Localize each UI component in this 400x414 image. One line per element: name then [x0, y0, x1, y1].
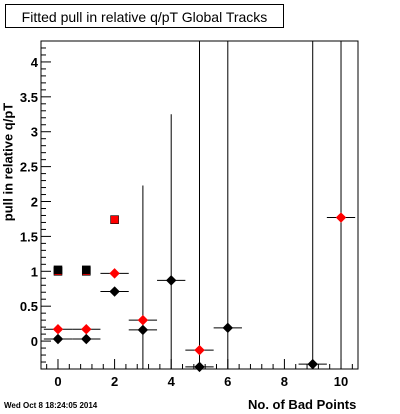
x-tick-labels: 0 2 4 6 8 10 — [54, 374, 348, 389]
axis-ticks — [41, 40, 353, 370]
chart-title: Fitted pull in relative q/pT Global Trac… — [21, 9, 268, 25]
y-tick-label: 4 — [31, 55, 39, 70]
x-tick-label: 8 — [281, 374, 288, 389]
y-tick-label: 0 — [31, 334, 38, 349]
data-point-square — [110, 215, 119, 224]
chart-title-box: Fitted pull in relative q/pT Global Trac… — [5, 4, 284, 28]
y-axis-label: pull in relative q/pT — [0, 102, 16, 222]
y-tick-label: 0.5 — [20, 299, 38, 314]
y-tick-labels: 0 0.5 1 1.5 2 2.5 3 3.5 4 — [20, 55, 39, 349]
y-tick-label: 1 — [31, 264, 38, 279]
data-point-diamond — [81, 333, 92, 345]
timestamp: Wed Oct 8 18:24:05 2014 — [4, 401, 98, 410]
x-tick-label: 4 — [168, 374, 176, 389]
data-point-diamond — [222, 322, 234, 334]
data-point-diamond — [137, 324, 149, 336]
data-point-diamond — [52, 324, 64, 335]
x-tick-label: 6 — [224, 374, 231, 389]
y-tick-label: 2.5 — [20, 160, 38, 175]
y-tick-label: 1.5 — [20, 229, 38, 244]
data-point-square — [81, 265, 91, 275]
x-tick-label: 2 — [111, 374, 118, 389]
y-tick-label: 3.5 — [20, 90, 38, 105]
data-point-diamond — [109, 286, 120, 297]
data-point-diamond — [335, 212, 347, 223]
data-point-diamond — [52, 333, 64, 345]
x-axis-label: No. of Bad Points — [248, 397, 357, 412]
data-point-diamond — [194, 344, 205, 356]
data-point-diamond — [137, 314, 149, 326]
error-bars — [43, 41, 356, 369]
data-markers — [52, 212, 347, 373]
plot-frame — [40, 40, 359, 370]
y-tick-label: 2 — [31, 195, 38, 210]
data-point-diamond — [307, 358, 318, 370]
data-point-diamond — [81, 324, 92, 335]
data-point-diamond — [194, 361, 205, 373]
y-tick-label: 3 — [31, 125, 38, 140]
data-point-square — [53, 265, 63, 275]
x-tick-label: 10 — [334, 374, 348, 389]
data-point-diamond — [109, 268, 120, 279]
data-point-diamond — [165, 275, 177, 286]
x-tick-label: 0 — [54, 374, 61, 389]
